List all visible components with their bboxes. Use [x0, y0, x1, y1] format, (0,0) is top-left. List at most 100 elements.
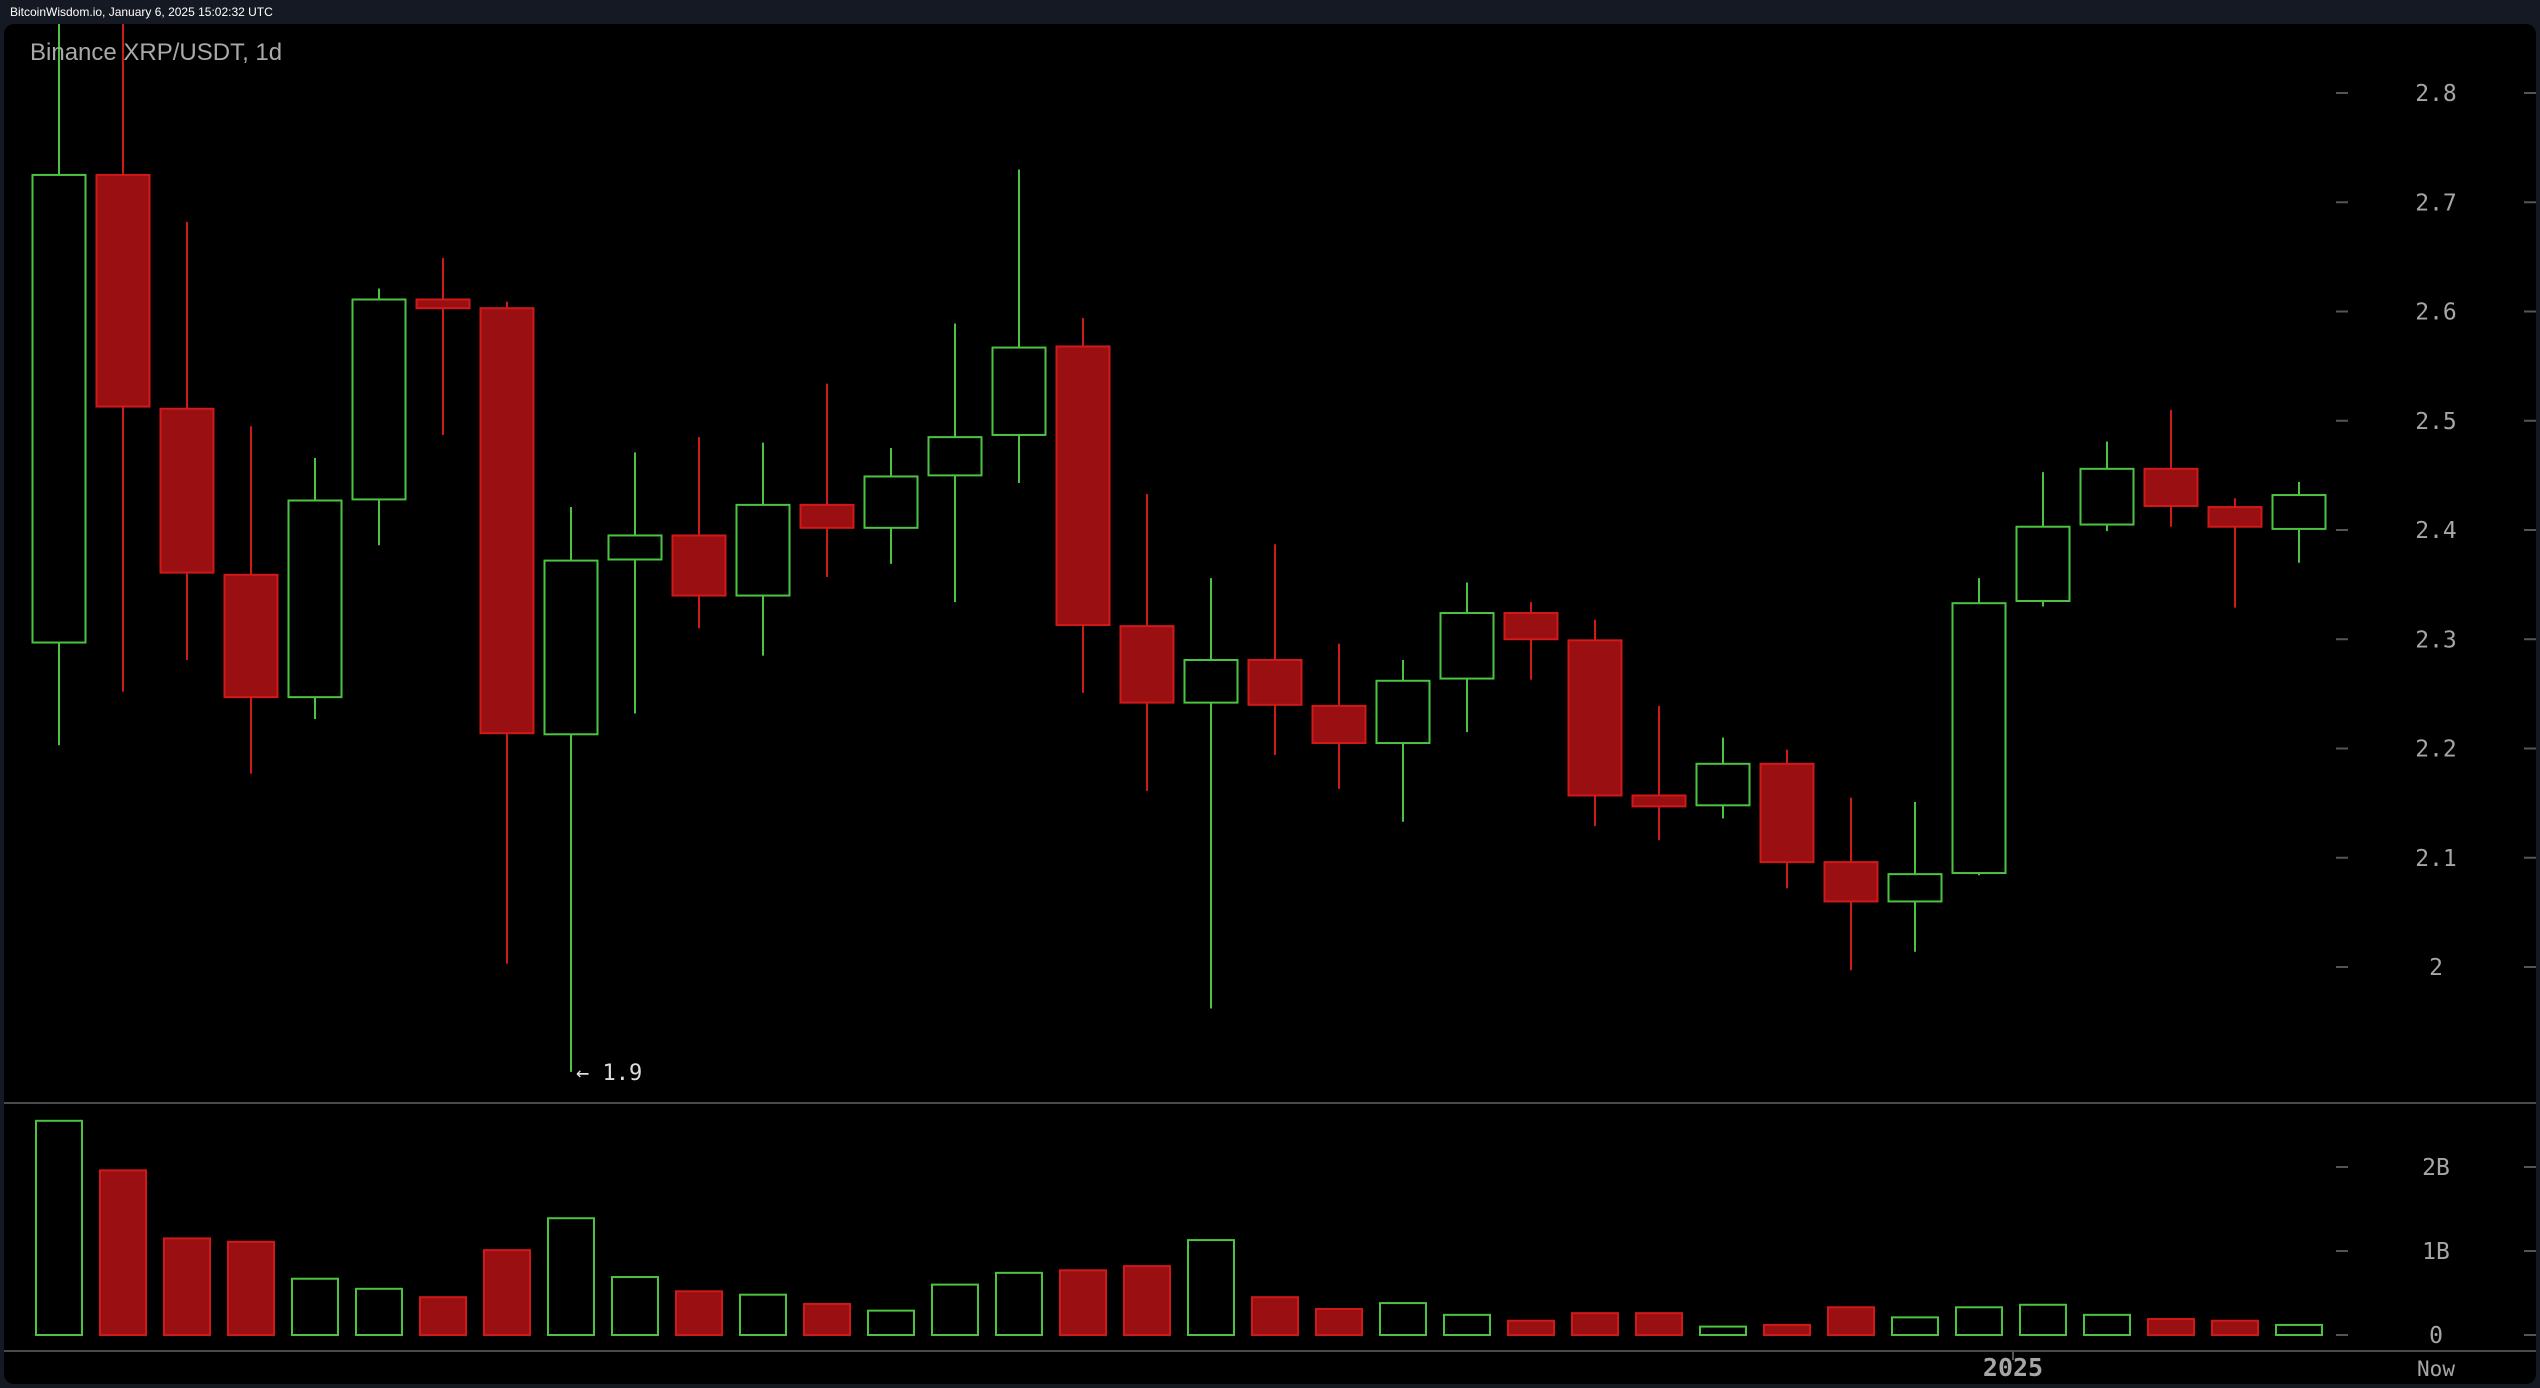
price-axis-label: 2.2 — [2415, 737, 2457, 763]
volume-bar-up — [355, 1287, 403, 1337]
candle-body — [2079, 467, 2135, 526]
candle-body — [1759, 762, 1815, 864]
volume-bar-down — [1827, 1306, 1875, 1337]
volume-bar-up — [1379, 1302, 1427, 1336]
volume-bars — [35, 1119, 2323, 1337]
timestamp-label: BitcoinWisdom.io, January 6, 2025 15:02:… — [10, 5, 273, 19]
candlestick-chart[interactable]: 2 2.1 2.2 2.3 2.4 2.5 2.6 2.7 2.8 0 1B 2B ← 1.9 2025 N… — [4, 24, 2536, 1384]
candle-body — [991, 346, 1047, 436]
volume-bar-up — [1955, 1306, 2003, 1337]
candle-body — [1887, 873, 1943, 903]
chart-panel[interactable]: Binance XRP/USDT, 1d 2 2.1 2.2 2.3 2.4 2.5 2.6… — [4, 24, 2536, 1384]
candle-down — [1631, 705, 1687, 841]
candle-body — [1055, 345, 1111, 627]
price-axis-label: 2.1 — [2415, 846, 2457, 872]
chart-title: Binance XRP/USDT, 1d — [30, 39, 283, 66]
candle-down — [1759, 749, 1815, 889]
volume-bar-up — [1699, 1325, 1747, 1336]
candle-body — [31, 173, 87, 644]
price-axis-label: 2.8 — [2415, 81, 2457, 107]
candle-body — [1567, 639, 1623, 797]
volume-bar-up — [1187, 1239, 1235, 1336]
candle-body — [607, 534, 663, 561]
time-axis-year-label: 2025 — [1983, 1353, 2043, 1382]
candle-up — [31, 24, 87, 746]
candle-body — [1631, 794, 1687, 808]
volume-bar-up — [1443, 1313, 1491, 1336]
volume-bar-down — [483, 1249, 531, 1337]
candle-up — [863, 448, 919, 564]
candle-down — [1311, 643, 1367, 789]
volume-bar-down — [675, 1290, 723, 1336]
volume-bar-up — [739, 1293, 787, 1337]
candle-up — [1695, 737, 1751, 819]
price-axis-label: 2.6 — [2415, 300, 2457, 326]
volume-bar-down — [1315, 1307, 1363, 1336]
volume-bar-up — [1891, 1316, 1939, 1336]
candle-up — [1951, 578, 2007, 876]
candle-body — [671, 534, 727, 597]
volume-bar-down — [1571, 1312, 1619, 1337]
candle-body — [1823, 861, 1879, 903]
volume-bar-up — [611, 1276, 659, 1337]
volume-axis-label: 1B — [2422, 1239, 2450, 1265]
volume-bar-down — [99, 1169, 147, 1336]
candle-up — [927, 323, 983, 603]
volume-axis-label: 2B — [2422, 1155, 2450, 1181]
volume-bar-down — [803, 1302, 851, 1337]
candle-body — [1375, 679, 1431, 745]
volume-bar-down — [163, 1237, 211, 1337]
candle-up — [2271, 481, 2327, 563]
volume-axis-label: 0 — [2429, 1323, 2443, 1349]
candle-body — [351, 298, 407, 501]
candle-down — [223, 426, 279, 774]
candle-up — [991, 169, 1047, 484]
volume-bar-down — [2211, 1319, 2259, 1336]
low-price-marker: ← 1.9 — [576, 1061, 642, 1086]
candle-body — [1503, 612, 1559, 641]
candle-up — [2015, 472, 2071, 607]
candle-up — [2079, 441, 2135, 532]
candle-body — [479, 307, 535, 735]
volume-bar-up — [35, 1119, 83, 1337]
volume-bar-down — [227, 1240, 275, 1337]
candle-down — [1823, 797, 1879, 971]
candle-body — [2271, 494, 2327, 530]
candle-down — [415, 257, 471, 435]
candle-down — [159, 221, 215, 661]
candle-up — [1439, 582, 1495, 733]
candle-down — [1055, 318, 1111, 693]
price-axis-label: 2.3 — [2415, 627, 2457, 653]
axis-grid — [4, 92, 2536, 1360]
candle-body — [927, 436, 983, 477]
candle-down — [671, 437, 727, 629]
candle-up — [351, 288, 407, 546]
axis-labels: 2 2.1 2.2 2.3 2.4 2.5 2.6 2.7 2.8 0 1B 2B ← 1.9 2025 N… — [576, 81, 2457, 1382]
candle-body — [2143, 467, 2199, 507]
candle-body — [1183, 659, 1239, 704]
volume-bar-down — [1507, 1319, 1555, 1336]
volume-bar-up — [2083, 1313, 2131, 1336]
volume-bar-down — [1635, 1312, 1683, 1337]
candle-up — [1887, 802, 1943, 952]
candle-body — [159, 407, 215, 574]
volume-bar-down — [1123, 1265, 1171, 1336]
candle-up — [543, 507, 599, 1072]
volume-bar-up — [931, 1283, 979, 1336]
candle-up — [607, 452, 663, 714]
candle-body — [1119, 625, 1175, 704]
candle-down — [799, 383, 855, 577]
volume-bar-down — [1763, 1323, 1811, 1337]
candle-body — [1247, 659, 1303, 706]
volume-bar-up — [995, 1271, 1043, 1336]
volume-bar-up — [2019, 1303, 2067, 1337]
candle-down — [479, 301, 535, 964]
price-axis-label: 2.5 — [2415, 409, 2457, 435]
price-candles — [31, 24, 2327, 1072]
candle-body — [543, 559, 599, 736]
candle-down — [2143, 409, 2199, 527]
candle-down — [1567, 619, 1623, 827]
candle-body — [223, 573, 279, 699]
candle-body — [1951, 602, 2007, 875]
candle-body — [863, 475, 919, 529]
